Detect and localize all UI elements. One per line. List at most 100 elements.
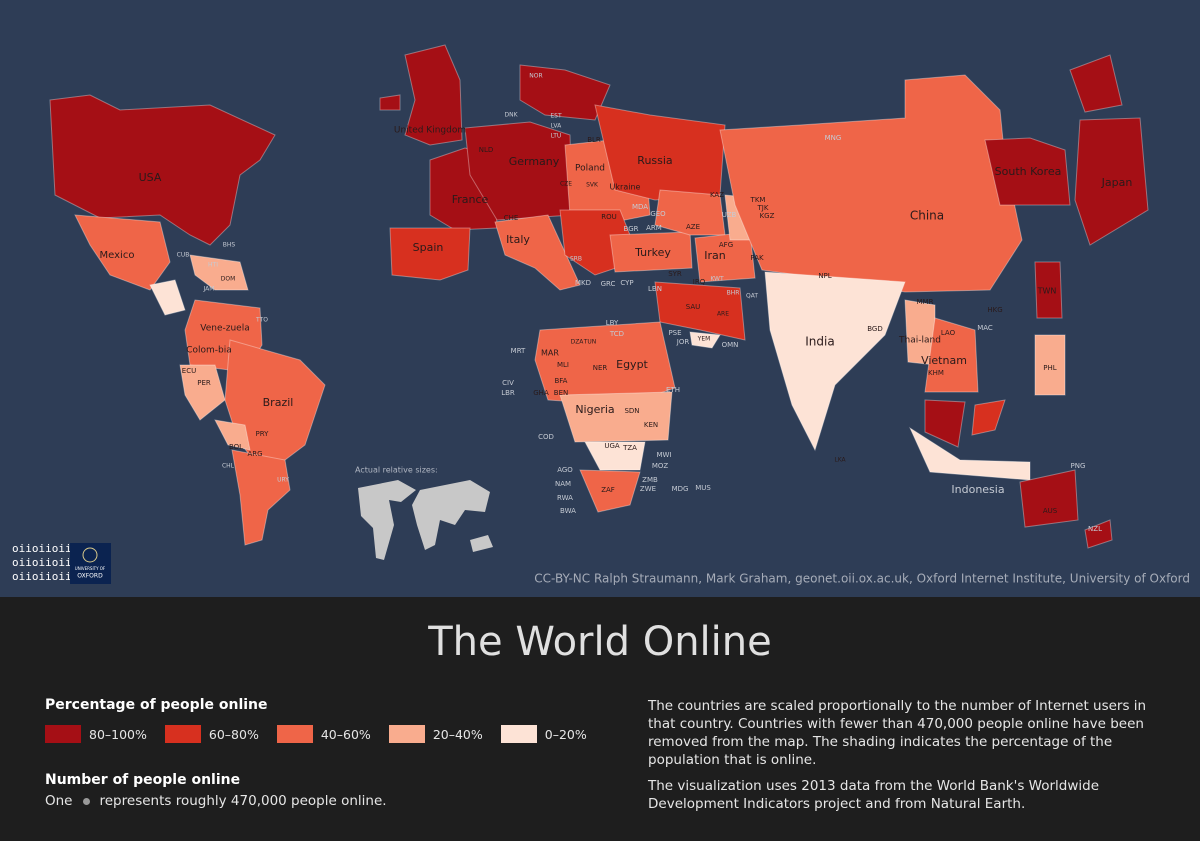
description: The countries are scaled proportionally … xyxy=(648,697,1148,821)
country-label: PNG xyxy=(1071,462,1086,470)
country-label: GHA xyxy=(533,389,549,397)
legend-label: 20–40% xyxy=(432,726,483,742)
country-label: LBN xyxy=(648,285,662,293)
country-label: Nigeria xyxy=(575,403,614,416)
country-label: DZA xyxy=(571,339,585,346)
size-suffix: represents roughly 470,000 people online… xyxy=(99,793,387,809)
inset-label: Actual relative sizes: xyxy=(355,466,438,475)
country-label: SDN xyxy=(624,407,639,415)
country-label: JOR xyxy=(676,338,690,346)
country-label: KAZ xyxy=(710,191,724,199)
legend-swatch xyxy=(500,725,537,743)
country-label: EST xyxy=(550,113,562,120)
country-shape xyxy=(179,364,226,421)
country-label: NPL xyxy=(818,272,831,280)
country-label: Ukraine xyxy=(610,183,641,192)
country-shape xyxy=(1074,117,1149,246)
legend-swatch xyxy=(164,725,201,743)
legend: 80–100% 60–80% 40–60% 20–40% 0–20% xyxy=(45,725,605,743)
logo-text: oiioiioii xyxy=(12,570,72,583)
country-shape xyxy=(1034,334,1066,396)
country-label: SAU xyxy=(686,303,701,311)
country-label: MNG xyxy=(825,134,842,142)
country-shape xyxy=(519,64,611,121)
legend-item: 60–80% xyxy=(164,725,259,743)
country-label: BOL xyxy=(229,443,243,451)
country-label: TJK xyxy=(757,204,769,212)
country-label: SYR xyxy=(668,270,682,278)
legend-label: 80–100% xyxy=(89,726,147,742)
inset-land xyxy=(358,480,416,560)
country-label: France xyxy=(452,193,489,206)
country-label: ARM xyxy=(646,224,662,232)
country-shape xyxy=(1019,469,1079,528)
legend-swatch xyxy=(45,725,81,743)
country-label: MMR xyxy=(917,298,934,306)
size-legend-title: Number of people online xyxy=(45,772,241,788)
country-label: PSE xyxy=(668,329,681,337)
legend-item: 40–60% xyxy=(276,725,371,743)
legend-label: 40–60% xyxy=(320,726,371,742)
country-label: PAK xyxy=(750,254,764,262)
country-shape xyxy=(924,317,979,393)
country-label: URY xyxy=(277,477,289,484)
country-label: MRT xyxy=(511,347,526,355)
country-label: BGD xyxy=(867,325,883,333)
country-shape xyxy=(908,426,1031,481)
country-label: AUS xyxy=(1043,507,1058,515)
country-label: MWI xyxy=(656,451,671,459)
country-label: HKG xyxy=(987,306,1002,314)
logo-text: oiioiioii xyxy=(12,542,72,555)
country-label: USA xyxy=(139,171,162,184)
country-shape xyxy=(494,214,581,291)
country-label: NLD xyxy=(479,146,494,154)
country-shapes xyxy=(49,44,1149,549)
country-label: ARE xyxy=(717,311,729,318)
country-shape xyxy=(654,189,726,236)
country-shape xyxy=(559,391,673,443)
country-label: PER xyxy=(197,379,211,387)
country-label: AZE xyxy=(686,223,700,231)
country-label: GRC xyxy=(601,280,616,288)
country-label: LVA xyxy=(551,123,562,130)
country-label: MKD xyxy=(575,279,591,287)
country-label: MAR xyxy=(541,349,559,358)
country-label: Vene-zuela xyxy=(200,324,249,334)
paragraph: The countries are scaled proportionally … xyxy=(648,698,1147,768)
country-label: MLI xyxy=(557,361,569,369)
country-label: BEN xyxy=(554,389,568,397)
country-label: Mexico xyxy=(100,250,135,261)
country-label: TZA xyxy=(622,444,637,452)
country-label: Vietnam xyxy=(921,354,967,367)
inset-map xyxy=(358,480,493,560)
country-label: ZMB xyxy=(642,476,658,484)
paragraph: The visualization uses 2013 data from th… xyxy=(648,778,1100,812)
country-label: CHL xyxy=(222,463,235,470)
legend-title: Percentage of people online xyxy=(45,697,268,713)
country-label: ARG xyxy=(247,450,262,458)
country-label: LAO xyxy=(941,329,956,337)
country-label: UGA xyxy=(604,442,620,450)
country-label: TCD xyxy=(609,330,624,338)
country-label: DOM xyxy=(221,276,236,283)
country-label: Brazil xyxy=(263,396,294,409)
country-label: ZAF xyxy=(601,486,615,494)
country-label: ZWE xyxy=(640,485,656,493)
country-label: Japan xyxy=(1101,176,1133,189)
logo-text: oiioiioii xyxy=(12,556,72,569)
size-dot xyxy=(82,797,90,805)
country-shape xyxy=(389,227,471,281)
country-label: SVK xyxy=(586,182,599,189)
country-label: Indonesia xyxy=(951,483,1004,496)
legend-label: 0–20% xyxy=(544,726,587,742)
country-shape xyxy=(971,399,1006,436)
country-label: GEO xyxy=(650,210,666,218)
country-label: HTI xyxy=(208,262,218,269)
country-label: KHM xyxy=(928,369,944,377)
country-label: TKM xyxy=(750,196,766,204)
legend-item: 20–40% xyxy=(388,725,483,743)
legend-swatch xyxy=(388,725,425,743)
country-label: MAC xyxy=(977,324,993,332)
